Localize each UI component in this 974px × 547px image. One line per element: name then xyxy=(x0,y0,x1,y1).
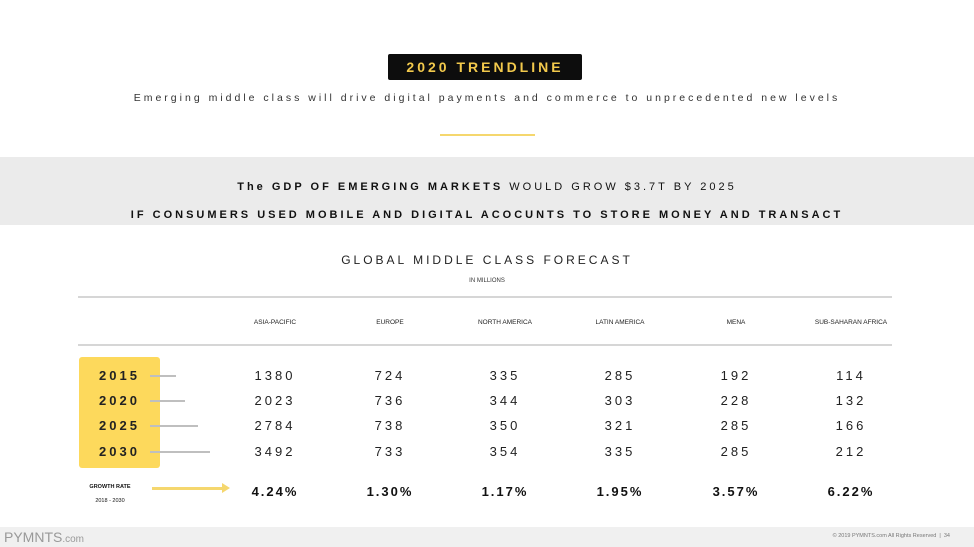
growth-rate-period: 2018 - 2030 xyxy=(95,498,125,504)
table-cell: 228 xyxy=(720,393,752,408)
table-top-rule xyxy=(78,296,892,298)
band-line-1: The GDP OF EMERGING MARKETS WOULD GROW $… xyxy=(0,181,974,193)
year-connector-line xyxy=(150,400,185,402)
table-cell: 212 xyxy=(835,444,867,459)
table-cell: 354 xyxy=(489,444,521,459)
slide-title-badge: 2020 TRENDLINE xyxy=(388,54,582,80)
growth-rate-value: 4.24% xyxy=(251,484,299,499)
column-header: SUB-SAHARAN AFRICA xyxy=(814,319,888,326)
year-label: 2025 xyxy=(99,418,140,433)
column-header: LATIN AMERICA xyxy=(595,319,645,326)
band-line-2: IF CONSUMERS USED MOBILE AND DIGITAL ACO… xyxy=(130,209,844,221)
growth-rate-value: 6.22% xyxy=(827,484,875,499)
column-header: EUROPE xyxy=(376,319,404,326)
logo-suffix: .com xyxy=(62,534,85,545)
table-cell: 350 xyxy=(489,418,521,433)
table-cell: 335 xyxy=(489,368,521,383)
growth-rate-label: GROWTH RATE 2018 - 2030 xyxy=(80,480,140,508)
table-cell: 166 xyxy=(835,418,867,433)
highlight-band xyxy=(0,157,974,225)
table-cell: 3492 xyxy=(254,444,296,459)
table-cell: 132 xyxy=(835,393,867,408)
page-number: 34 xyxy=(943,533,950,539)
table-cell: 724 xyxy=(374,368,406,383)
growth-rate-value: 3.57% xyxy=(712,484,760,499)
table-header-rule xyxy=(78,344,892,346)
column-header: ASIA-PACIFIC xyxy=(253,319,297,326)
footer-bar xyxy=(0,527,974,547)
growth-rate-value: 1.17% xyxy=(481,484,529,499)
table-cell: 344 xyxy=(489,393,521,408)
table-cell: 2784 xyxy=(254,418,296,433)
table-cell: 2023 xyxy=(254,393,296,408)
table-cell: 733 xyxy=(374,444,406,459)
table-cell: 1380 xyxy=(254,368,296,383)
growth-rate-value: 1.95% xyxy=(596,484,644,499)
year-connector-line xyxy=(150,451,210,453)
arrow-head-icon xyxy=(222,483,230,493)
growth-rate-value: 1.30% xyxy=(366,484,414,499)
copyright-text: © 2019 PYMNTS.com All Rights Reserved xyxy=(832,533,937,539)
slide-subtitle: Emerging middle class will drive digital… xyxy=(133,92,841,104)
table-cell: 321 xyxy=(604,418,636,433)
accent-divider xyxy=(440,134,535,136)
table-title: GLOBAL MIDDLE CLASS FORECAST xyxy=(341,253,633,267)
logo-text: PYMNTS xyxy=(4,529,63,545)
year-label: 2015 xyxy=(99,368,140,383)
table-cell: 335 xyxy=(604,444,636,459)
band-line-1-bold: The GDP OF EMERGING MARKETS xyxy=(237,181,504,193)
table-cell: 192 xyxy=(720,368,752,383)
copyright: © 2019 PYMNTS.com All Rights Reserved | … xyxy=(832,533,950,539)
table-cell: 285 xyxy=(720,418,752,433)
column-header: MENA xyxy=(726,319,746,326)
year-label: 2020 xyxy=(99,393,140,408)
arrow-icon xyxy=(152,487,224,490)
year-connector-line xyxy=(150,425,198,427)
year-label: 2030 xyxy=(99,444,140,459)
table-cell: 285 xyxy=(720,444,752,459)
year-connector-line xyxy=(150,375,176,377)
year-highlight-box xyxy=(79,357,160,468)
table-cell: 736 xyxy=(374,393,406,408)
table-cell: 303 xyxy=(604,393,636,408)
band-line-1-rest: WOULD GROW $3.7T BY 2025 xyxy=(503,181,737,193)
table-units: IN MILLIONS xyxy=(469,278,505,284)
growth-rate-title: GROWTH RATE xyxy=(89,484,131,490)
table-cell: 738 xyxy=(374,418,406,433)
table-cell: 114 xyxy=(836,368,866,383)
pymnts-logo: PYMNTS.com xyxy=(4,529,84,545)
column-header: NORTH AMERICA xyxy=(477,319,533,326)
table-cell: 285 xyxy=(604,368,636,383)
